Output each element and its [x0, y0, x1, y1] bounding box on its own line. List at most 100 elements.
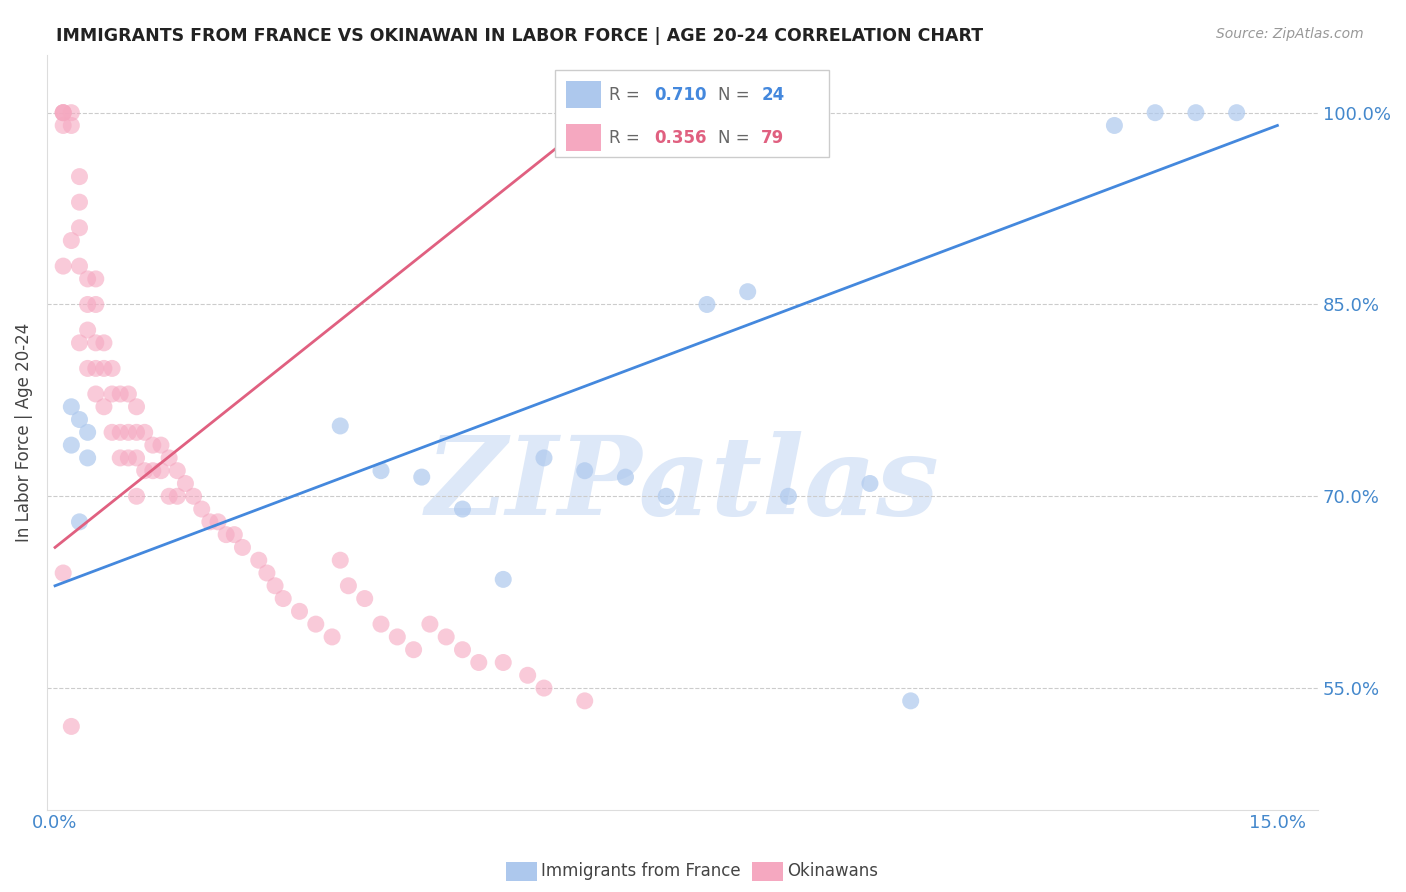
Point — [60, 719, 83, 733]
Point — [859, 476, 882, 491]
Point — [190, 502, 212, 516]
Point — [52, 105, 75, 120]
Point — [76, 450, 98, 465]
Point — [271, 591, 294, 606]
Point — [370, 464, 392, 478]
Point — [60, 105, 83, 120]
Point — [353, 591, 375, 606]
Point — [76, 272, 98, 286]
Point — [264, 579, 287, 593]
Point — [69, 259, 91, 273]
Point — [69, 195, 91, 210]
Point — [52, 259, 75, 273]
Point — [125, 425, 148, 440]
Point — [166, 464, 188, 478]
Point — [101, 425, 124, 440]
Point — [76, 425, 98, 440]
Point — [402, 642, 425, 657]
Point — [84, 335, 107, 350]
Point — [110, 387, 132, 401]
Point — [84, 297, 107, 311]
Point — [696, 297, 718, 311]
Point — [117, 387, 139, 401]
Text: Source: ZipAtlas.com: Source: ZipAtlas.com — [1216, 27, 1364, 41]
Text: N =: N = — [718, 129, 755, 147]
Point — [451, 642, 474, 657]
Point — [101, 387, 124, 401]
Point — [52, 105, 75, 120]
FancyBboxPatch shape — [555, 70, 828, 157]
Point — [69, 335, 91, 350]
Point — [1144, 105, 1167, 120]
Point — [574, 694, 596, 708]
Point — [52, 566, 75, 580]
Point — [110, 450, 132, 465]
Text: R =: R = — [609, 86, 645, 103]
Point — [198, 515, 221, 529]
Point — [110, 425, 132, 440]
Point — [69, 412, 91, 426]
Text: 24: 24 — [761, 86, 785, 103]
Text: Okinawans: Okinawans — [787, 863, 879, 880]
Point — [149, 464, 172, 478]
Point — [76, 323, 98, 337]
Point — [224, 527, 246, 541]
Point — [183, 489, 205, 503]
Point — [256, 566, 278, 580]
Point — [125, 450, 148, 465]
Point — [434, 630, 457, 644]
Point — [84, 272, 107, 286]
Point — [1226, 105, 1249, 120]
Text: 79: 79 — [761, 129, 785, 147]
Point — [60, 438, 83, 452]
Y-axis label: In Labor Force | Age 20-24: In Labor Force | Age 20-24 — [15, 323, 32, 542]
Point — [142, 464, 165, 478]
Point — [76, 361, 98, 376]
Point — [533, 681, 555, 695]
Point — [370, 617, 392, 632]
Point — [533, 450, 555, 465]
Point — [69, 220, 91, 235]
Point — [215, 527, 238, 541]
Point — [69, 515, 91, 529]
Point — [84, 361, 107, 376]
Point — [142, 438, 165, 452]
Point — [174, 476, 197, 491]
Point — [134, 425, 156, 440]
Point — [492, 656, 515, 670]
Point — [288, 604, 311, 618]
Text: 0.710: 0.710 — [655, 86, 707, 103]
Point — [52, 105, 75, 120]
Point — [574, 464, 596, 478]
Point — [93, 361, 115, 376]
Point — [900, 694, 922, 708]
Point — [60, 234, 83, 248]
Point — [166, 489, 188, 503]
Point — [157, 489, 180, 503]
Text: 0.356: 0.356 — [655, 129, 707, 147]
Point — [305, 617, 328, 632]
Point — [207, 515, 229, 529]
Point — [101, 361, 124, 376]
Point — [387, 630, 409, 644]
Point — [117, 450, 139, 465]
Text: N =: N = — [718, 86, 755, 103]
Point — [117, 425, 139, 440]
Text: R =: R = — [609, 129, 645, 147]
Point — [157, 450, 180, 465]
Point — [93, 400, 115, 414]
Point — [655, 489, 678, 503]
Point — [69, 169, 91, 184]
Point — [60, 400, 83, 414]
Point — [337, 579, 360, 593]
Point — [247, 553, 270, 567]
FancyBboxPatch shape — [565, 81, 602, 108]
Text: Immigrants from France: Immigrants from France — [541, 863, 741, 880]
FancyBboxPatch shape — [565, 124, 602, 152]
Point — [149, 438, 172, 452]
Point — [468, 656, 491, 670]
Point — [134, 464, 156, 478]
Point — [329, 553, 352, 567]
Point — [411, 470, 433, 484]
Point — [52, 119, 75, 133]
